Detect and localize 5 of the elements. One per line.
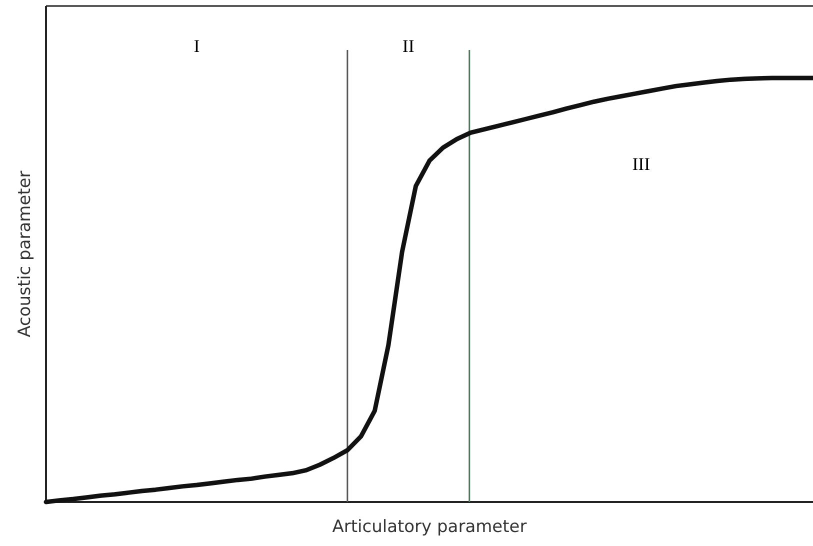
text: II [402,36,414,56]
y-axis-title: Acoustic parameter [15,170,35,338]
annotation: III [632,154,650,174]
x-axis-title: Articulatory parameter [332,517,527,537]
text: I [194,36,200,56]
